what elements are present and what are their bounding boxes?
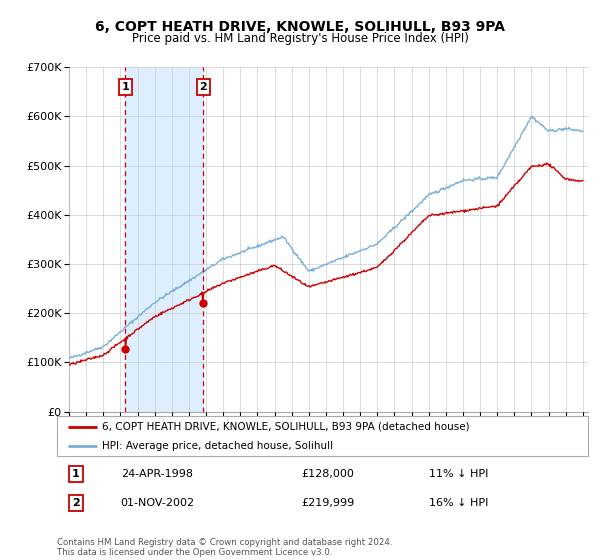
Text: 2: 2	[72, 498, 79, 508]
Text: Contains HM Land Registry data © Crown copyright and database right 2024.
This d: Contains HM Land Registry data © Crown c…	[57, 538, 392, 557]
Text: 6, COPT HEATH DRIVE, KNOWLE, SOLIHULL, B93 9PA (detached house): 6, COPT HEATH DRIVE, KNOWLE, SOLIHULL, B…	[102, 422, 470, 432]
Text: £219,999: £219,999	[301, 498, 355, 508]
Text: 16% ↓ HPI: 16% ↓ HPI	[428, 498, 488, 508]
Text: 01-NOV-2002: 01-NOV-2002	[121, 498, 195, 508]
Text: 2: 2	[199, 82, 207, 92]
Text: Price paid vs. HM Land Registry's House Price Index (HPI): Price paid vs. HM Land Registry's House …	[131, 32, 469, 45]
Text: 6, COPT HEATH DRIVE, KNOWLE, SOLIHULL, B93 9PA: 6, COPT HEATH DRIVE, KNOWLE, SOLIHULL, B…	[95, 20, 505, 34]
Text: 1: 1	[122, 82, 129, 92]
Text: 24-APR-1998: 24-APR-1998	[121, 469, 193, 479]
Text: 1: 1	[72, 469, 79, 479]
Text: HPI: Average price, detached house, Solihull: HPI: Average price, detached house, Soli…	[102, 441, 333, 450]
Text: £128,000: £128,000	[301, 469, 354, 479]
Bar	[125, 67, 203, 412]
Text: 11% ↓ HPI: 11% ↓ HPI	[428, 469, 488, 479]
